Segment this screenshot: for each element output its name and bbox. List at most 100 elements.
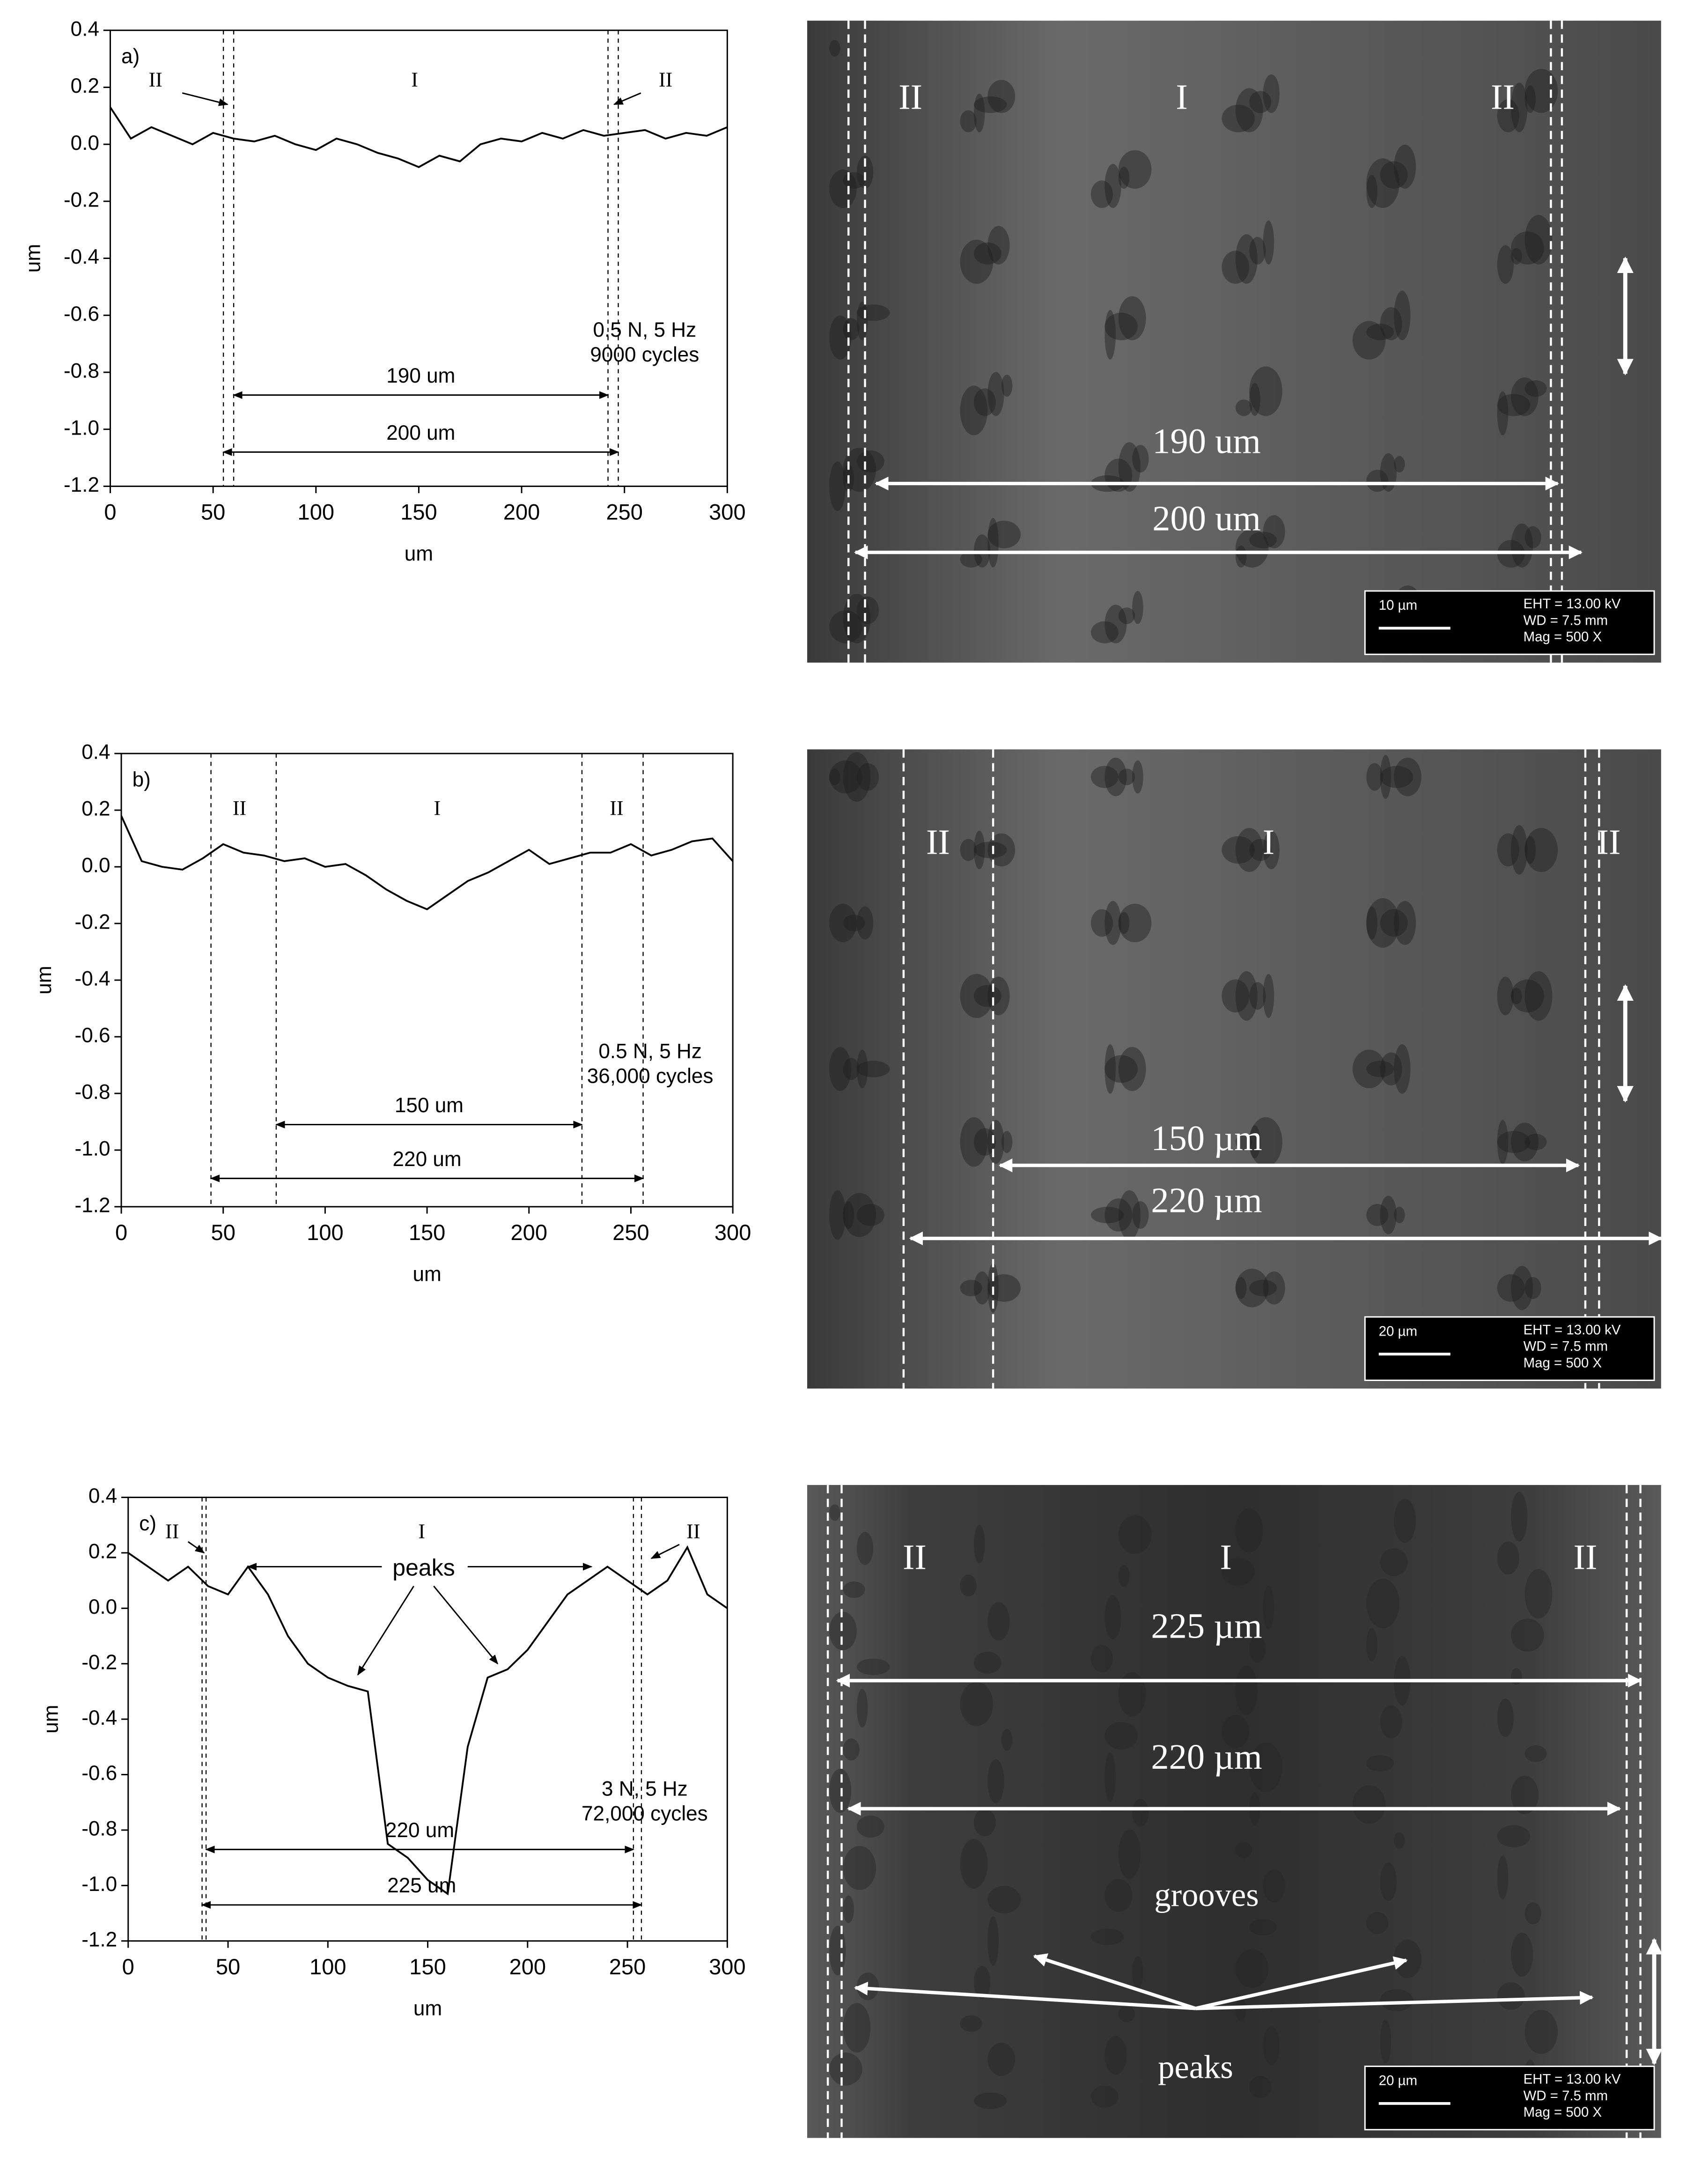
texture xyxy=(1235,1269,1269,1307)
texture xyxy=(1511,1618,1544,1652)
texture xyxy=(987,80,1016,113)
y-tick-label: -0.2 xyxy=(81,1651,117,1674)
texture xyxy=(1235,234,1258,284)
texture xyxy=(1249,236,1266,265)
texture xyxy=(1104,1595,1121,1639)
y-tick-label: 0.2 xyxy=(81,798,110,820)
texture xyxy=(1524,1902,1541,1925)
texture xyxy=(1380,766,1414,788)
panel-label: a) xyxy=(121,45,140,68)
zone-label: II xyxy=(686,1520,700,1543)
micrograph xyxy=(807,749,1661,1389)
y-tick-label: -1.0 xyxy=(81,1873,117,1896)
texture xyxy=(1511,1266,1533,1310)
x-tick-label: 100 xyxy=(298,500,335,524)
texture xyxy=(987,976,1010,1015)
dimension-label: 190 um xyxy=(386,364,455,387)
info-box xyxy=(1364,2065,1655,2131)
texture xyxy=(1104,1879,1133,1912)
texture xyxy=(829,903,857,943)
zone-label: II xyxy=(148,68,162,91)
x-tick-label: 50 xyxy=(201,500,225,524)
zone-pointer xyxy=(182,92,228,106)
y-tick-label: 0.0 xyxy=(88,1595,117,1618)
texture xyxy=(856,1816,884,1838)
x-tick-label: 50 xyxy=(211,1220,236,1245)
texture xyxy=(1235,1841,1252,1859)
texture xyxy=(1118,912,1130,934)
scale-bar-label: 20 µm xyxy=(1379,2073,1417,2089)
texture xyxy=(1118,150,1152,189)
x-tick-label: 200 xyxy=(511,1220,548,1245)
x-tick-label: 0 xyxy=(104,500,116,524)
x-tick-label: 100 xyxy=(309,1954,346,1979)
dimension-label: 220 µm xyxy=(1151,1181,1262,1220)
texture xyxy=(1366,324,1394,340)
texture xyxy=(1263,974,1274,1018)
texture xyxy=(1263,2026,1280,2065)
texture xyxy=(1235,1508,1263,1553)
texture xyxy=(1380,161,1408,189)
texture xyxy=(856,1061,890,1078)
texture xyxy=(856,1049,868,1088)
texture xyxy=(829,1926,846,1976)
y-tick-label: 0.0 xyxy=(71,132,99,155)
texture xyxy=(973,1965,991,1999)
texture xyxy=(1380,755,1391,799)
texture xyxy=(1104,2036,1127,2075)
dimension-label: 150 um xyxy=(395,1094,464,1117)
y-tick-label: -1.0 xyxy=(64,416,99,439)
texture xyxy=(987,1602,1010,1641)
zone-label: II xyxy=(1491,77,1515,117)
texture xyxy=(1524,1133,1547,1151)
texture xyxy=(1366,1061,1394,1078)
texture xyxy=(973,1525,985,1564)
texture xyxy=(1366,1755,1394,1772)
y-tick-label: -0.8 xyxy=(81,1817,117,1840)
texture xyxy=(1366,175,1377,208)
texture xyxy=(1380,453,1397,492)
texture xyxy=(856,450,884,473)
texture xyxy=(973,1652,1001,1674)
texture xyxy=(960,2015,982,2032)
texture xyxy=(829,1611,857,1651)
dimension-label: 220 um xyxy=(385,1819,454,1842)
texture xyxy=(1090,766,1119,788)
texture xyxy=(1497,1541,1519,1575)
texture xyxy=(1132,1201,1149,1229)
texture xyxy=(1524,69,1558,113)
texture xyxy=(1249,1919,1277,1935)
texture xyxy=(1090,1928,1124,1945)
texture xyxy=(960,110,977,133)
zone-label: II xyxy=(659,68,672,91)
texture xyxy=(1497,1120,1509,1164)
texture xyxy=(1394,456,1405,473)
texture xyxy=(843,2003,871,2053)
texture xyxy=(1394,1939,1421,1979)
condition-label: 0.5 N, 5 Hz xyxy=(593,318,697,341)
texture xyxy=(1118,1565,1130,1587)
y-tick-label: -1.2 xyxy=(81,1928,117,1951)
texture xyxy=(987,520,1021,548)
dimension-label: 225 µm xyxy=(1151,1606,1262,1646)
plot-frame xyxy=(120,753,734,1208)
texture xyxy=(1511,988,1522,1004)
texture xyxy=(1524,214,1553,265)
texture xyxy=(856,763,879,791)
condition-label: 3 N, 5 Hz xyxy=(602,1777,688,1800)
y-tick-label: -0.4 xyxy=(81,1706,117,1729)
texture xyxy=(1511,231,1544,265)
texture xyxy=(829,1769,852,1813)
texture xyxy=(987,1886,1021,1913)
texture xyxy=(1104,1055,1138,1083)
profile-line xyxy=(127,1545,728,1896)
y-axis-label: um xyxy=(22,244,44,273)
x-tick-label: 50 xyxy=(216,1954,240,1979)
scale-bar-label: 20 µm xyxy=(1379,1323,1417,1339)
texture xyxy=(829,1190,846,1240)
info-text: WD = 7.5 mm xyxy=(1524,1339,1608,1354)
texture xyxy=(1511,825,1528,875)
texture xyxy=(1001,375,1013,397)
zone-label: I xyxy=(1220,1537,1232,1577)
